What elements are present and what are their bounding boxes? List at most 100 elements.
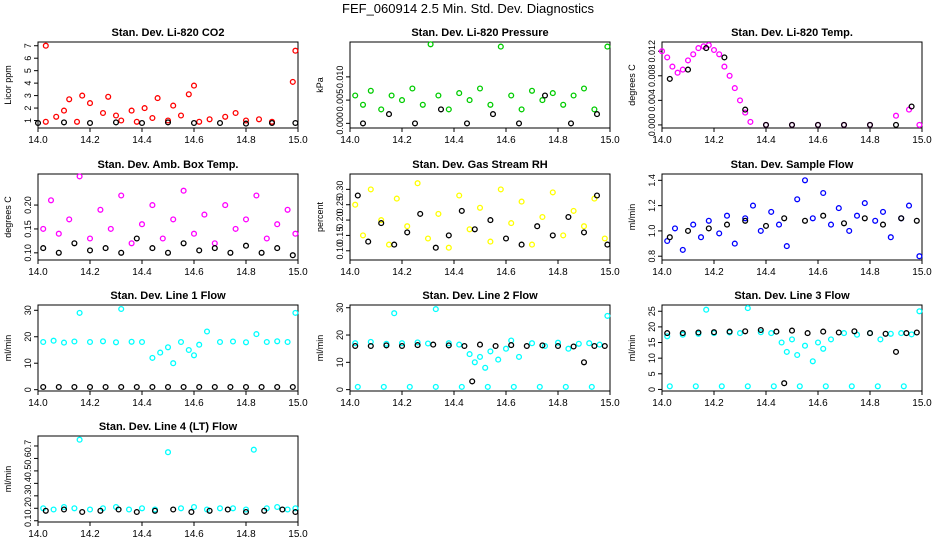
plot-frame — [349, 173, 611, 261]
data-point-magenta — [159, 235, 166, 242]
data-point-magenta — [222, 202, 229, 209]
x-tick-label: 14.2 — [80, 267, 100, 278]
data-point-cyan — [292, 309, 299, 316]
data-point-blue — [872, 217, 879, 224]
data-point-black — [391, 241, 398, 248]
data-point-black — [445, 342, 452, 349]
data-point-black — [804, 330, 811, 337]
data-point-green — [497, 43, 504, 50]
data-point-red — [190, 82, 198, 89]
data-point-cyan — [128, 338, 135, 345]
x-tick-label: 14.4 — [132, 135, 152, 146]
data-point-red — [242, 117, 250, 124]
data-point-black — [458, 207, 465, 214]
data-point-red — [154, 95, 161, 102]
chart-title: Stan. Dev. Gas Stream RH — [412, 159, 548, 171]
data-point-cyan — [40, 338, 47, 346]
data-point-cyan — [76, 309, 83, 316]
data-point-cyan — [263, 338, 270, 346]
data-point-cyan — [484, 383, 491, 390]
data-point-cyan — [398, 340, 406, 347]
y-tick-label: 5 — [23, 68, 33, 73]
data-point-yellow — [560, 232, 567, 239]
chart-title: Stan. Dev. Line 3 Flow — [734, 290, 850, 302]
data-point-blue — [879, 208, 887, 215]
data-point-black — [866, 121, 874, 128]
data-point-cyan — [827, 336, 835, 343]
data-point-black — [437, 106, 445, 113]
data-point-green — [427, 41, 434, 48]
data-point-black — [42, 507, 49, 514]
data-point-green — [487, 101, 494, 108]
data-point-cyan — [177, 505, 185, 512]
data-point-magenta — [742, 109, 749, 116]
data-point-cyan — [487, 348, 494, 355]
data-point-black — [102, 245, 109, 252]
y-tick-label: 0.012 — [647, 40, 657, 63]
x-tick-label: 15.0 — [912, 267, 932, 278]
data-point-black — [352, 342, 359, 350]
data-point-yellow — [367, 186, 374, 193]
data-point-green — [445, 106, 452, 113]
data-point-black — [378, 220, 385, 227]
chart-title: Stan. Dev. Li-820 Temp. — [731, 27, 853, 39]
x-tick-label: 15.0 — [600, 267, 620, 278]
data-point-cyan — [703, 306, 710, 313]
x-tick-label: 14.6 — [808, 398, 828, 409]
data-point-yellow — [580, 223, 588, 230]
data-point-cyan — [502, 345, 510, 352]
data-point-red — [177, 112, 185, 119]
data-point-cyan — [718, 383, 725, 390]
data-point-cyan — [768, 330, 775, 337]
data-point-black — [149, 245, 156, 252]
data-point-magenta — [128, 240, 135, 247]
data-point-red — [232, 109, 239, 117]
x-tick-label: 14.6 — [184, 398, 204, 409]
data-point-cyan — [216, 505, 224, 512]
data-point-magenta — [679, 66, 686, 73]
data-point-black — [554, 342, 562, 350]
data-point-black — [695, 329, 702, 336]
x-tick-label: 14.4 — [444, 267, 464, 278]
data-point-magenta — [180, 187, 187, 194]
data-point-black — [170, 506, 177, 513]
data-point-cyan — [744, 383, 751, 390]
data-point-cyan — [424, 340, 432, 347]
data-point-black — [489, 111, 497, 118]
y-tick-label: 0.20 — [23, 196, 33, 214]
data-point-cyan — [887, 330, 894, 337]
data-point-black — [115, 506, 122, 513]
data-point-red — [60, 107, 68, 114]
data-point-cyan — [253, 331, 260, 338]
data-point-green — [435, 92, 442, 99]
data-point-black — [539, 342, 546, 349]
chart-panel: Stan. Dev. Li-820 Temp. 14.0 14.2 14.4 14.6 1… — [627, 27, 932, 146]
data-point-cyan — [482, 364, 489, 371]
data-point-green — [398, 97, 406, 104]
plot-frame — [661, 41, 923, 129]
x-tick-label: 15.0 — [600, 135, 620, 146]
data-point-magenta — [97, 206, 104, 213]
y-tick-label: 0.4 — [23, 477, 33, 490]
x-tick-label: 14.6 — [496, 398, 516, 409]
data-point-red — [79, 92, 86, 99]
data-point-cyan — [71, 505, 78, 512]
data-point-black — [242, 242, 250, 249]
x-tick-label: 14.0 — [652, 398, 672, 409]
data-point-cyan — [565, 345, 572, 352]
data-point-cyan — [541, 342, 549, 350]
data-point-cyan — [118, 305, 125, 313]
data-point-blue — [820, 189, 827, 197]
x-tick-label: 14.2 — [704, 135, 724, 146]
data-point-blue — [690, 221, 697, 228]
data-point-black — [684, 66, 692, 73]
y-tick-label: 0.8 — [647, 250, 657, 263]
x-tick-label: 14.2 — [704, 267, 724, 278]
data-point-black — [593, 192, 601, 199]
chart-panel: Stan. Dev. Gas Stream RH 14.0 14.2 14.4 14.6… — [315, 159, 620, 278]
x-tick-label: 14.4 — [132, 398, 152, 409]
data-point-cyan — [380, 383, 387, 390]
data-point-magenta — [47, 197, 55, 204]
data-point-cyan — [898, 330, 905, 337]
